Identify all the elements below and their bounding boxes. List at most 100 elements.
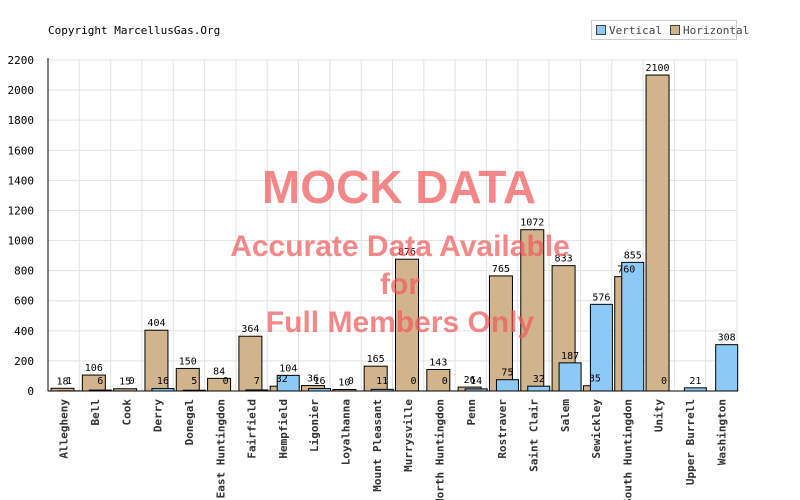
legend-swatch-vertical xyxy=(596,25,606,35)
x-tick-label: Rostraver xyxy=(496,399,509,459)
data-label-vertical: 11 xyxy=(376,376,388,387)
data-label-vertical: 0 xyxy=(661,376,667,387)
bar-horizontal xyxy=(332,388,357,392)
data-label-vertical: 0 xyxy=(410,376,416,387)
data-label-vertical: 5 xyxy=(191,376,197,387)
data-label-vertical: 0 xyxy=(348,376,354,387)
bar-horizontal xyxy=(426,368,451,392)
bar-horizontal xyxy=(207,377,232,392)
data-label-horizontal: 84 xyxy=(213,366,225,377)
data-label-horizontal: 26 xyxy=(464,375,476,386)
y-tick-label: 1800 xyxy=(8,114,35,127)
data-label-horizontal: 10 xyxy=(338,377,350,388)
data-label-horizontal: 760 xyxy=(617,265,635,276)
x-tick-label: Penn xyxy=(465,399,478,426)
data-label-horizontal: 18 xyxy=(56,376,68,387)
data-label-vertical: 0 xyxy=(129,376,135,387)
data-label-vertical: 75 xyxy=(501,368,513,379)
x-tick-label: Murrysville xyxy=(402,399,415,472)
y-tick-label: 0 xyxy=(27,385,34,398)
legend-item-horizontal: Horizontal xyxy=(669,23,750,37)
x-tick-label: Saint Clair xyxy=(527,399,540,472)
x-tick-label: Cook xyxy=(120,399,133,426)
chart-legend: Vertical Horizontal xyxy=(591,20,749,40)
bar-horizontal xyxy=(395,258,419,392)
copyright-text: Copyright MarcellusGas.Org xyxy=(48,24,221,37)
y-tick-label: 1400 xyxy=(8,174,35,187)
y-tick-label: 1000 xyxy=(8,235,35,248)
x-tick-label: East Huntingdon xyxy=(214,399,227,498)
data-label-vertical: 308 xyxy=(718,333,736,344)
bar-horizontal xyxy=(113,388,138,392)
bar-vertical xyxy=(589,303,613,392)
x-tick-label: Sewickley xyxy=(590,399,603,459)
x-tick-label: Salem xyxy=(559,399,572,432)
data-label-horizontal: 35 xyxy=(589,374,601,385)
y-tick-label: 2200 xyxy=(8,54,35,67)
y-tick-label: 1200 xyxy=(8,204,35,217)
x-tick-label: South Huntingdon xyxy=(621,399,634,500)
data-label-vertical: 187 xyxy=(561,351,579,362)
data-label-vertical: 0 xyxy=(442,376,448,387)
legend-label-vertical: Vertical xyxy=(609,23,662,37)
data-label-vertical: 576 xyxy=(592,292,610,303)
data-label-horizontal: 833 xyxy=(555,254,573,265)
x-tick-label: Bell xyxy=(89,399,102,426)
bar-vertical xyxy=(182,389,206,392)
data-label-horizontal: 165 xyxy=(367,354,385,365)
y-tick-label: 400 xyxy=(14,325,34,338)
x-tick-label: Allegheny xyxy=(58,399,71,459)
data-label-vertical: 104 xyxy=(279,363,297,374)
data-label-horizontal: 404 xyxy=(147,318,165,329)
data-label-horizontal: 32 xyxy=(276,374,288,385)
data-label-horizontal: 364 xyxy=(241,324,259,335)
bar-vertical xyxy=(151,388,175,392)
y-tick-label: 2000 xyxy=(8,84,35,97)
x-tick-label: Ligonier xyxy=(308,399,321,452)
x-tick-label: Loyalhanna xyxy=(340,399,353,465)
data-label-vertical: 6 xyxy=(97,376,103,387)
y-tick-label: 200 xyxy=(14,355,34,368)
data-label-vertical: 16 xyxy=(314,376,326,387)
data-label-horizontal: 150 xyxy=(179,356,197,367)
data-label-vertical: 16 xyxy=(157,376,169,387)
x-tick-label: North Huntingdon xyxy=(433,399,446,500)
y-tick-label: 600 xyxy=(14,295,34,308)
bar-vertical xyxy=(245,389,269,392)
data-label-horizontal: 36 xyxy=(307,374,319,385)
data-label-vertical: 14 xyxy=(470,376,482,387)
y-tick-label: 1600 xyxy=(8,144,35,157)
data-label-horizontal: 106 xyxy=(85,363,103,374)
data-label-horizontal: 1072 xyxy=(520,218,544,229)
data-label-horizontal: 143 xyxy=(429,357,447,368)
bar-vertical xyxy=(527,385,551,392)
x-tick-label: Fairfield xyxy=(246,399,259,459)
x-tick-label: Unity xyxy=(653,399,666,432)
data-label-horizontal: 15 xyxy=(119,377,131,388)
x-tick-label: Upper Burrell xyxy=(684,399,697,485)
bar-vertical xyxy=(308,388,332,392)
data-label-vertical: 21 xyxy=(689,376,701,387)
legend-label-horizontal: Horizontal xyxy=(682,23,750,37)
data-label-horizontal: 765 xyxy=(492,264,510,275)
data-label-vertical: 32 xyxy=(533,374,545,385)
bar-vertical xyxy=(370,388,394,392)
x-tick-label: Derry xyxy=(152,399,165,432)
bar-vertical xyxy=(88,389,112,392)
bar-vertical xyxy=(715,344,739,392)
x-tick-label: Hempfield xyxy=(277,399,290,459)
legend-item-vertical: Vertical xyxy=(596,24,662,37)
x-tick-label: Donegal xyxy=(183,399,196,445)
x-tick-label: Washington xyxy=(715,399,728,465)
bar-vertical xyxy=(558,362,582,392)
data-label-horizontal: 2100 xyxy=(645,63,669,74)
bar-vertical xyxy=(464,388,488,392)
bar-vertical xyxy=(495,379,519,392)
bar-vertical xyxy=(621,261,645,392)
bar-horizontal xyxy=(520,229,545,392)
data-label-horizontal: 876 xyxy=(398,247,416,258)
data-label-vertical: 855 xyxy=(624,250,642,261)
data-label-vertical: 1 xyxy=(66,376,72,387)
x-tick-label: Mount Pleasant xyxy=(371,399,384,492)
